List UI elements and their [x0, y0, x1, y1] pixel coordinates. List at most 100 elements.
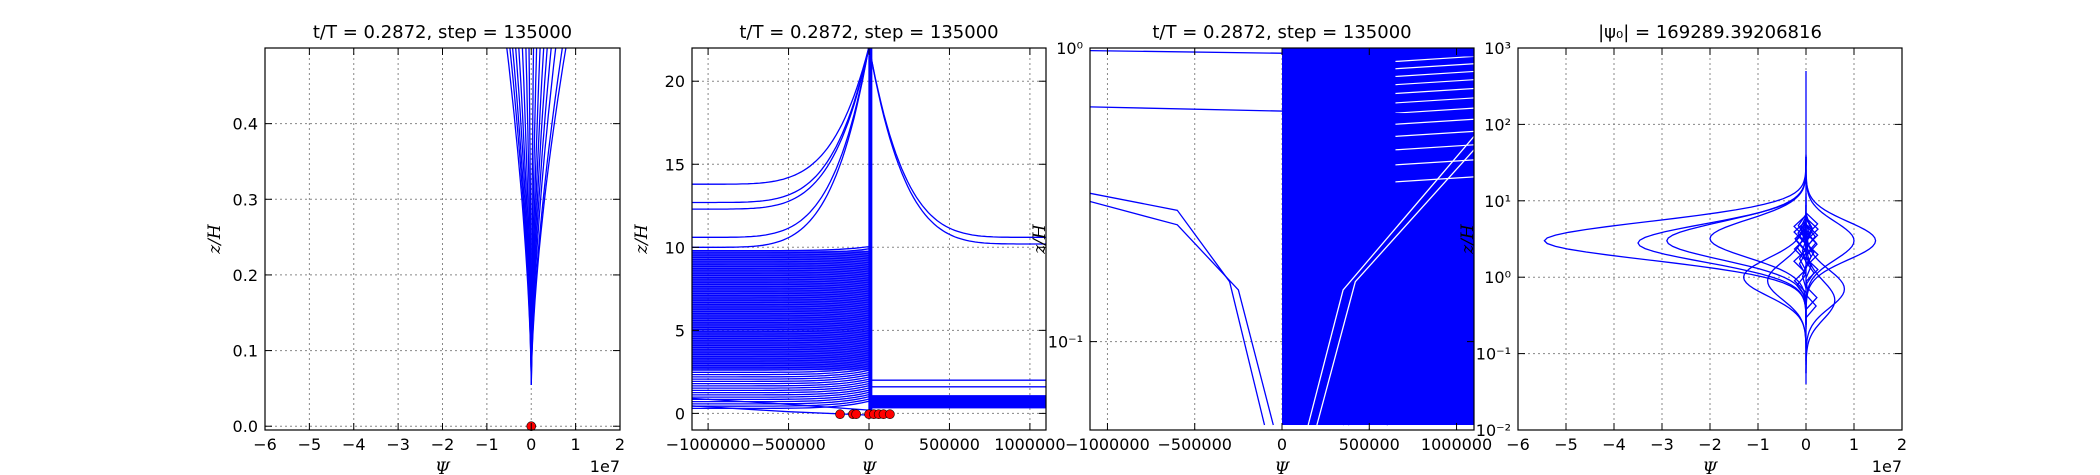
grid-lines — [264, 48, 621, 430]
x-tick-label: 0 — [1277, 435, 1287, 454]
data-marker — [885, 409, 895, 420]
series-curve — [868, 48, 1046, 238]
y-tick-label: 5 — [675, 321, 685, 340]
series-gap — [1395, 118, 1474, 125]
series-curve — [692, 369, 870, 378]
y-tick-label: 0.4 — [233, 115, 258, 134]
series-group — [1543, 71, 1877, 385]
subplot-2: −1000000 −500000 0 500000 1000000 0 5 10 15 20 t/T… — [632, 22, 1066, 475]
series-curve — [692, 367, 870, 376]
series-curve — [692, 245, 870, 252]
series-group — [692, 48, 1046, 416]
series-curve — [692, 374, 870, 383]
series-gap — [1395, 107, 1474, 114]
y-tick-label: 10⁻² — [1476, 421, 1511, 440]
series-band-right — [869, 395, 1046, 409]
series-gap — [1395, 79, 1474, 86]
series-curve — [1090, 200, 1274, 426]
x-tick-label: −6 — [253, 435, 277, 454]
series-curve — [1805, 156, 1855, 325]
y-axis-label: z/H — [1030, 223, 1050, 255]
series-curve — [692, 389, 870, 398]
series-curve — [692, 387, 870, 396]
series-curve — [1805, 217, 1819, 242]
series-curve — [692, 376, 870, 385]
x-tick-label: 2 — [615, 435, 625, 454]
series-gap — [1307, 135, 1474, 426]
x-axis-label: Ψ — [435, 459, 451, 475]
subplot-4: −6 −5 −4 −3 −2 −1 0 1 2 10⁻² 10⁻¹ 10⁰ 10¹ 10² 10³ |ψ₀| … — [1458, 22, 1907, 475]
chart-title: t/T = 0.2872, step = 135000 — [1152, 22, 1411, 43]
series-gap — [1395, 97, 1474, 104]
series-curve — [1637, 159, 1807, 328]
series-curve — [692, 380, 870, 389]
x-tick-label: 1000000 — [994, 435, 1065, 454]
x-tick-label: −3 — [386, 435, 410, 454]
chart-title: |ψ₀| = 169289.39206816 — [1598, 22, 1822, 43]
x-tick-label: −5 — [298, 435, 322, 454]
x-tick-label: −2 — [1698, 435, 1722, 454]
series-curve — [692, 48, 870, 185]
x-offset-label: 1e7 — [590, 457, 620, 475]
series-curve — [1709, 154, 1807, 323]
x-axis-label: Ψ — [1703, 459, 1719, 475]
y-tick-label: 20 — [665, 72, 685, 91]
chart-title: t/T = 0.2872, step = 135000 — [739, 22, 998, 43]
series-curve — [1805, 213, 1811, 237]
series-curve — [1797, 214, 1807, 238]
x-tick-label: −2 — [431, 435, 455, 454]
series-group — [1090, 48, 1474, 426]
y-axis-label: z/H — [632, 223, 652, 255]
x-tick-label: 2 — [1897, 435, 1907, 454]
y-tick-label: 10 — [665, 238, 685, 257]
x-tick-label: 1000000 — [1421, 435, 1492, 454]
series-curve — [692, 382, 870, 392]
y-axis-label: z/H — [205, 223, 225, 255]
y-tick-label: 0 — [675, 404, 685, 423]
series-curve — [1342, 252, 1474, 426]
series-curve — [1347, 289, 1474, 426]
x-tick-label: 500000 — [919, 435, 980, 454]
x-axis-label: Ψ — [1275, 459, 1291, 475]
series-curve — [692, 48, 870, 248]
series-curve — [692, 400, 870, 410]
x-tick-label: −4 — [342, 435, 366, 454]
series-curve — [1805, 156, 1877, 325]
x-tick-label: −1000000 — [666, 435, 751, 454]
series-curve — [1090, 192, 1266, 426]
series-curve — [692, 397, 870, 411]
x-offset-label: 1e7 — [1872, 457, 1902, 475]
x-tick-label: 0 — [526, 435, 536, 454]
series-curve — [692, 48, 870, 238]
y-tick-label: 15 — [665, 155, 685, 174]
subplot-1: −6 −5 −4 −3 −2 −1 0 1 2 0.0 0.1 0.2 0.3 0.4 t/T = 0.28… — [205, 22, 625, 475]
series-gap — [1395, 159, 1474, 166]
x-tick-label: −6 — [1506, 435, 1530, 454]
series-curve — [868, 48, 1046, 245]
series-curve — [692, 371, 870, 380]
series-curve — [1543, 156, 1807, 325]
series-gap — [1316, 149, 1474, 426]
series-curve — [1386, 369, 1474, 426]
x-tick-label: −5 — [1554, 435, 1578, 454]
x-tick-label: −1000000 — [1065, 435, 1150, 454]
y-tick-label: 0.0 — [233, 417, 258, 436]
series-curve — [1090, 106, 1474, 116]
series-gap — [1395, 130, 1474, 137]
y-tick-label: 10² — [1484, 115, 1511, 134]
series-curve — [692, 385, 870, 394]
chart-title: t/T = 0.2872, step = 135000 — [313, 22, 572, 43]
y-tick-label: 0.2 — [233, 266, 258, 285]
x-tick-label: 0 — [864, 435, 874, 454]
x-tick-label: 500000 — [1339, 435, 1400, 454]
series-gap — [1395, 176, 1474, 183]
series-curve — [1793, 214, 1807, 239]
y-tick-label: 0.3 — [233, 190, 258, 209]
series-curve — [692, 393, 870, 403]
series-curve — [692, 398, 870, 407]
y-tick-label: 10⁻¹ — [1048, 333, 1083, 352]
x-axis-label: Ψ — [862, 459, 878, 475]
series-curve — [1805, 223, 1819, 248]
x-tick-label: 0 — [1801, 435, 1811, 454]
series-curve — [692, 391, 870, 401]
